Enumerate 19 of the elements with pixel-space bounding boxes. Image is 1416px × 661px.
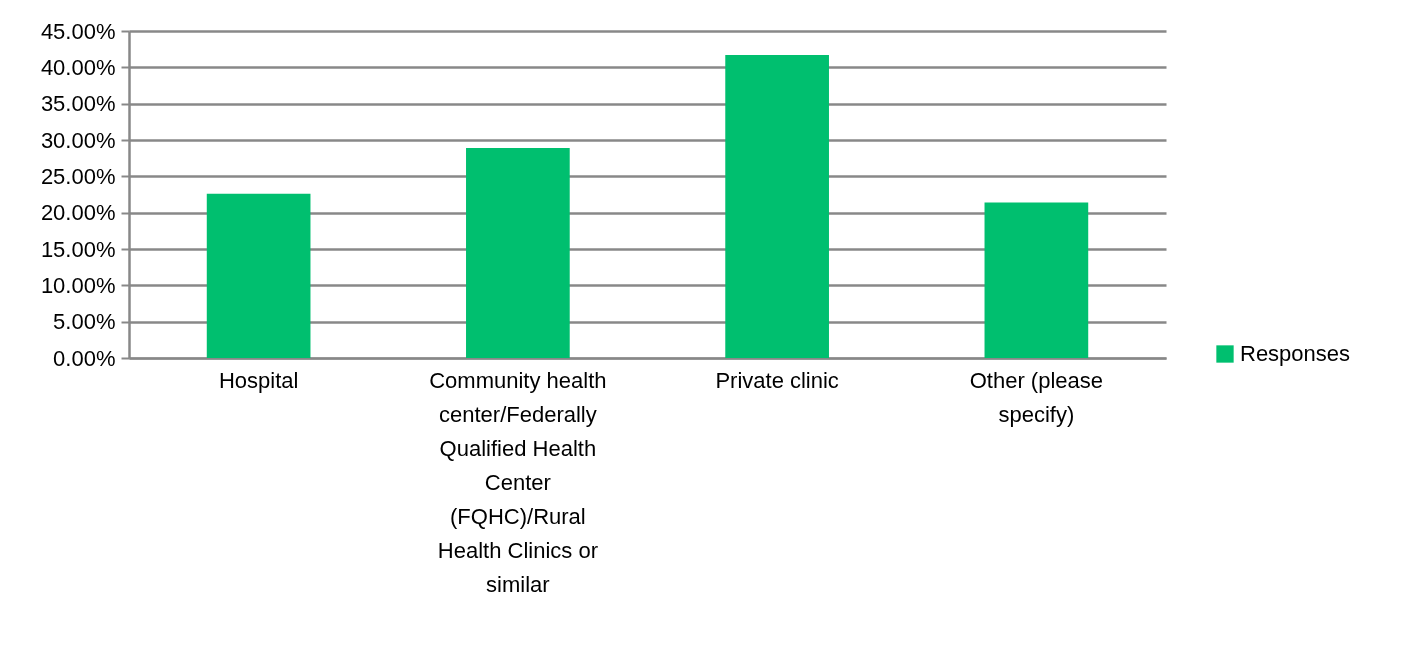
x-tick-label: Community health center/Federally Qualified Health Center (FQHC)/Rural Health Clinics or similar bbox=[429, 367, 607, 597]
bar bbox=[725, 54, 829, 358]
bar bbox=[466, 147, 570, 358]
y-tick-label: 30.00% bbox=[40, 127, 116, 153]
y-tick-label: 35.00% bbox=[40, 91, 116, 117]
y-tick-label: 10.00% bbox=[40, 272, 116, 298]
y-tick-label: 5.00% bbox=[53, 309, 116, 335]
y-tick-label: 40.00% bbox=[40, 54, 116, 80]
y-tick-label: 0.00% bbox=[53, 345, 116, 371]
x-tick-label: Hospital bbox=[218, 367, 299, 393]
legend-label: Responses bbox=[1240, 341, 1351, 366]
y-tick-label: 45.00% bbox=[40, 18, 116, 44]
y-tick-label: 20.00% bbox=[40, 200, 116, 226]
bar bbox=[984, 202, 1089, 358]
y-tick-label: 15.00% bbox=[40, 236, 116, 262]
bar bbox=[206, 193, 311, 358]
x-tick-label: Private clinic bbox=[715, 367, 839, 393]
y-tick-label: 25.00% bbox=[40, 163, 116, 189]
x-tick-label: Other (please specify) bbox=[969, 367, 1104, 427]
